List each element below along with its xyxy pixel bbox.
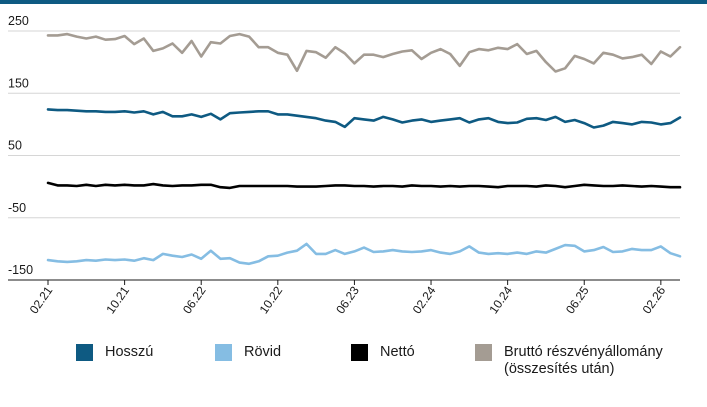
legend-swatch-hosszu xyxy=(76,344,93,361)
x-tick-label: 06.23 xyxy=(333,283,362,316)
x-tick-label: 06.22 xyxy=(180,283,209,316)
y-tick-label: -150 xyxy=(8,263,33,277)
legend-label-netto: Nettó xyxy=(380,344,415,360)
legend-label-rovid: Rövid xyxy=(244,344,282,360)
x-axis xyxy=(8,279,680,285)
x-axis-tick-labels: 02.21 10.21 06.22 10.22 06.23 02.24 10.24 06.25… xyxy=(27,283,669,316)
top-accent-bar xyxy=(0,0,707,4)
legend-swatch-brutto xyxy=(475,344,492,361)
x-tick-label: 02.24 xyxy=(410,283,439,316)
legend-label-brutto: Bruttó részvényállomány (összesítés után… xyxy=(504,344,663,377)
y-tick-label: 250 xyxy=(8,14,29,28)
series-lines xyxy=(46,32,682,266)
legend-item-netto: Nettó xyxy=(351,344,415,361)
x-tick-label: 06.25 xyxy=(563,283,592,316)
x-tick-label: 10.21 xyxy=(103,283,132,316)
series-line-brutto xyxy=(46,32,682,73)
line-chart: 250 150 50 -50 -150 02.21 10.21 06.22 10.22 06.2… xyxy=(8,14,682,316)
series-line-hosszu xyxy=(46,108,682,129)
legend-item-hosszu: Hosszú xyxy=(76,344,153,361)
x-tick-label: 02.26 xyxy=(640,283,669,316)
x-tick-label: 10.24 xyxy=(486,283,515,316)
chart-legend: Hosszú Rövid Nettó Bruttó részvényállomá… xyxy=(0,338,707,407)
y-axis-tick-labels: 250 150 50 -50 -150 xyxy=(8,14,33,277)
series-line-rovid xyxy=(46,242,682,266)
legend-swatch-rovid xyxy=(215,344,232,361)
legend-item-rovid: Rövid xyxy=(215,344,281,361)
x-tick-label: 02.21 xyxy=(27,283,56,316)
x-tick-label: 10.22 xyxy=(257,283,286,316)
y-tick-label: 150 xyxy=(8,76,29,90)
y-tick-label: 50 xyxy=(8,139,22,153)
legend-item-brutto: Bruttó részvényállomány (összesítés után… xyxy=(475,344,664,378)
legend-label-hosszu: Hosszú xyxy=(105,344,154,360)
y-tick-label: -50 xyxy=(8,201,26,215)
gridlines xyxy=(8,30,680,219)
legend-swatch-netto xyxy=(351,344,368,361)
series-line-netto xyxy=(46,181,682,190)
